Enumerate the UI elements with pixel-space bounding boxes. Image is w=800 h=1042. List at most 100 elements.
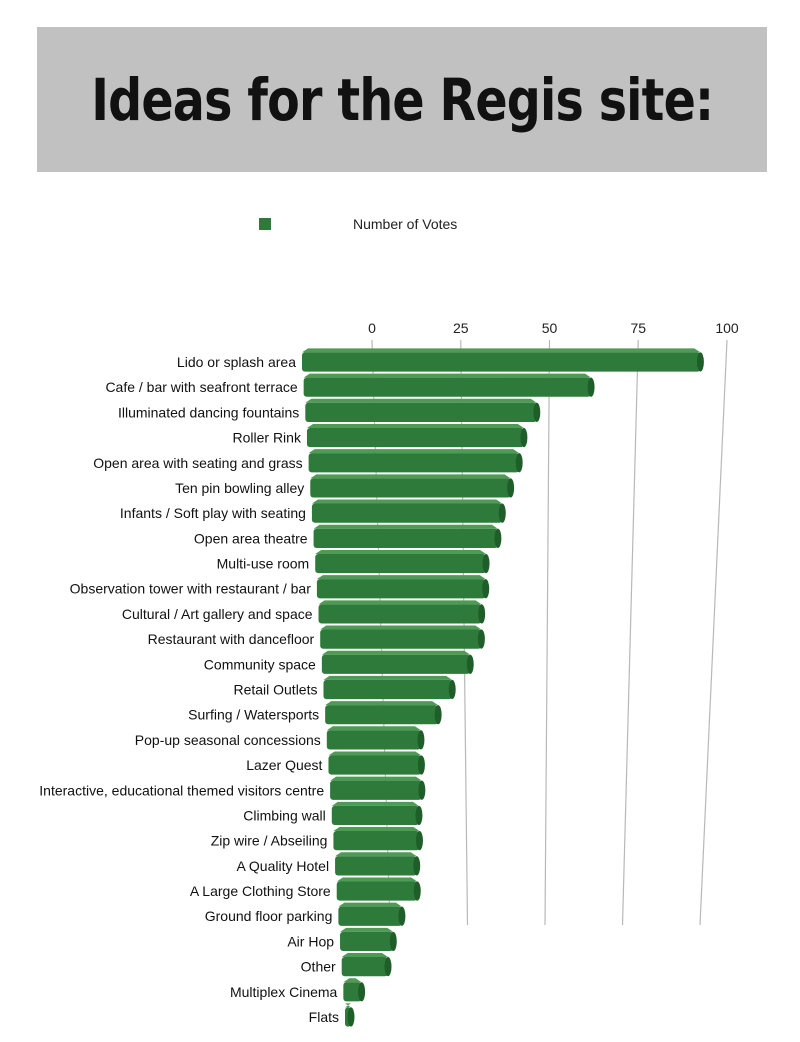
bar (328, 755, 422, 775)
bar-top-face (330, 776, 422, 781)
axis-ticks: 0 25 50 75 100 (368, 320, 739, 336)
tick-label: 25 (453, 320, 469, 336)
category-label: A Large Clothing Store (190, 883, 331, 899)
category-label: Interactive, educational themed visitors… (39, 782, 324, 798)
bar-end (477, 629, 485, 649)
bar-top-face (333, 827, 420, 832)
bar-end (507, 478, 515, 498)
bar-top-face (336, 877, 418, 882)
bar (341, 957, 389, 977)
gridline (544, 339, 551, 926)
category-label: A Quality Hotel (236, 858, 329, 874)
bar-end (384, 957, 392, 977)
bar-top-face (326, 726, 421, 731)
bar (343, 982, 362, 1002)
bar (305, 402, 537, 422)
category-label: Open area with seating and grass (93, 455, 302, 471)
bar-top-face (305, 398, 537, 403)
bar-end (520, 427, 528, 448)
bar-end (498, 503, 506, 523)
bar (323, 679, 453, 700)
tick-label: 0 (368, 320, 376, 336)
bar (326, 730, 421, 750)
bar-end (413, 856, 421, 876)
category-label: Cafe / bar with seafront terrace (105, 379, 297, 395)
legend-label: Number of Votes (353, 216, 458, 232)
bar-end (389, 931, 397, 952)
bar (316, 579, 486, 599)
category-label: Open area theatre (194, 530, 308, 546)
category-labels: Lido or splash area Cafe / bar with seafr… (39, 354, 339, 1025)
bar-end (448, 679, 456, 700)
bar (306, 427, 524, 448)
category-label: Lido or splash area (177, 354, 296, 370)
gridline (621, 339, 639, 926)
bar-top-face (345, 1003, 351, 1008)
bar (302, 352, 701, 372)
category-label: Surfing / Watersports (188, 707, 319, 723)
category-label: Zip wire / Abseiling (211, 833, 328, 849)
bar-end (418, 780, 426, 800)
bar (303, 377, 592, 397)
category-label: Climbing wall (243, 807, 325, 823)
bar-top-face (341, 953, 389, 958)
bar-end (347, 1007, 355, 1027)
legend-swatch (259, 218, 271, 230)
category-label: Multi-use room (217, 556, 310, 572)
tick-label: 100 (715, 320, 739, 336)
bar-end (417, 730, 425, 750)
category-label: Other (301, 959, 336, 975)
bar-top-face (308, 449, 520, 454)
category-label: Restaurant with dancefloor (148, 631, 315, 647)
bar-end (515, 453, 523, 473)
bar (320, 629, 482, 649)
bar (325, 705, 439, 725)
bar-end (413, 881, 421, 901)
bar-top-face (335, 852, 417, 857)
bar-end (482, 553, 490, 574)
bar-end (434, 705, 442, 725)
bar-end (466, 654, 474, 674)
bar-top-face (328, 751, 422, 756)
bar-top-face (338, 902, 402, 907)
bar (330, 780, 422, 800)
bar-top-face (313, 524, 498, 529)
category-label: Ground floor parking (205, 908, 333, 924)
bar-end (494, 528, 502, 548)
bar-end (358, 982, 366, 1002)
bar-top-face (343, 978, 362, 983)
bar (313, 528, 498, 548)
bar-top-face (306, 423, 524, 428)
bar-top-face (310, 474, 511, 479)
tick-label: 50 (542, 320, 558, 336)
category-label: Air Hop (287, 933, 334, 949)
category-label: Multiplex Cinema (230, 984, 338, 1000)
bar-top-face (302, 348, 701, 353)
bar-end (482, 579, 490, 599)
bar (335, 856, 417, 876)
bar (310, 478, 511, 498)
bar-top-face (311, 499, 503, 504)
category-label: Flats (309, 1009, 339, 1025)
bars (302, 348, 704, 1027)
category-label: Observation tower with restaurant / bar (70, 581, 312, 597)
bar-top-face (316, 575, 486, 580)
bar-end (417, 755, 425, 775)
bar (331, 805, 419, 826)
bar-top-face (321, 650, 471, 655)
bar-end (696, 352, 704, 372)
bar (318, 604, 482, 624)
bar (308, 453, 520, 473)
bar-end (533, 402, 541, 422)
bar-end (415, 831, 423, 851)
category-label: Community space (204, 656, 316, 672)
category-label: Infants / Soft play with seating (120, 505, 306, 521)
category-label: Cultural / Art gallery and space (122, 606, 313, 622)
bar-top-face (315, 549, 487, 554)
category-label: Retail Outlets (233, 682, 317, 698)
page-title: Ideas for the Regis site: (91, 65, 714, 134)
bar-end (478, 604, 486, 624)
category-label: Illuminated dancing fountains (118, 404, 299, 420)
bar (333, 831, 420, 851)
